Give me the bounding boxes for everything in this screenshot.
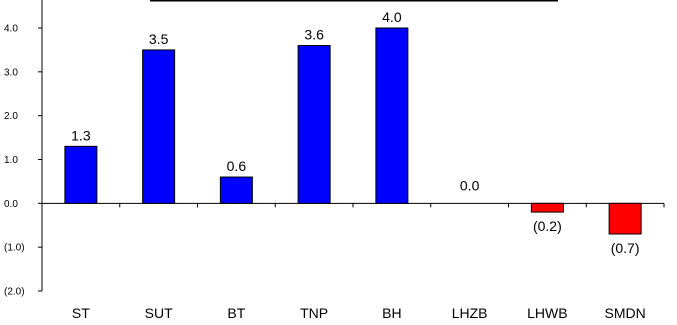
bars (64, 27, 642, 235)
x-category-label: LHZB (452, 305, 488, 321)
x-category-label: LHWB (527, 305, 567, 321)
data-labels: 1.3 3.5 0.6 3.6 4.0 0.0 (0.2) (0.7) (71, 9, 639, 256)
data-label-bt: 0.6 (227, 158, 247, 174)
y-tick-label: 4.0 (4, 24, 18, 35)
bar-bh (375, 27, 409, 204)
x-category-label: SUT (145, 305, 173, 321)
data-label-lhwb: (0.2) (533, 218, 562, 234)
x-category-label: TNP (300, 305, 328, 321)
x-category-label: ST (72, 305, 90, 321)
x-category-label: BH (382, 305, 401, 321)
y-tick-label: 0.0 (4, 199, 18, 210)
data-label-sut: 3.5 (149, 31, 169, 47)
bar-smdn (608, 202, 642, 235)
bar-st (64, 145, 98, 204)
bar-bt (219, 176, 253, 204)
axes: 4.0 3.0 2.0 1.0 0.0 (1.0) (2.0) ST SUT BT TNP BH LHZ… (4, 0, 665, 321)
data-label-tnp: 3.6 (304, 27, 324, 43)
data-label-st: 1.3 (71, 127, 91, 143)
x-category-label: SMDN (605, 305, 646, 321)
data-label-lhzb: 0.0 (460, 177, 480, 193)
y-tick-label: 2.0 (4, 111, 18, 122)
y-tick-label: 1.0 (4, 155, 18, 166)
data-label-bh: 4.0 (382, 9, 402, 25)
bar-tnp (297, 45, 331, 204)
y-tick-label: (2.0) (4, 287, 25, 298)
data-label-smdn: (0.7) (611, 240, 640, 256)
x-category-label: BT (227, 305, 245, 321)
bar-sut (142, 49, 176, 204)
y-tick-label: (1.0) (4, 243, 25, 254)
bar-lhwb (530, 202, 564, 213)
y-tick-label: 3.0 (4, 67, 18, 78)
